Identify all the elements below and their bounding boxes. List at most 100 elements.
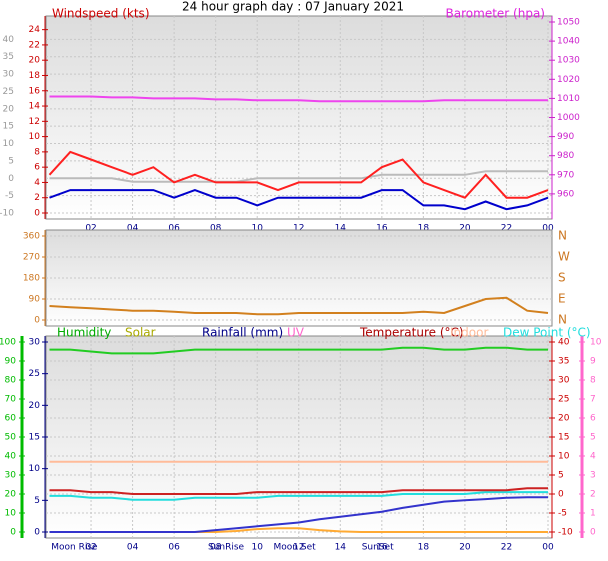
y-tick-label: 270 (23, 253, 40, 263)
y-tick-label: 20 (29, 401, 41, 411)
x-tick-label: 10 (251, 224, 263, 234)
y-tick-label: 18 (29, 71, 41, 81)
series-line (49, 487, 548, 495)
x-tick-label: 04 (127, 543, 139, 553)
annotation: SunSet (362, 543, 394, 553)
y-tick-label: 10 (29, 464, 41, 474)
x-tick-label: 22 (501, 543, 512, 553)
y-tick-label: 14 (29, 102, 41, 112)
y-tick-label: N (558, 229, 567, 243)
y-tick-label: 0 (8, 174, 14, 184)
x-tick-label: 00 (542, 224, 554, 234)
y-tick-label: 1 (590, 509, 596, 519)
y-tick-label: 10 (29, 132, 41, 142)
annotation: Moon Set (274, 543, 317, 553)
y-tick-label: 360 (23, 232, 40, 242)
x-tick-label: 10 (251, 543, 263, 553)
y-tick-label: 16 (29, 86, 41, 96)
legend-label: Humidity (57, 326, 111, 340)
y-tick-label: 30 (3, 70, 15, 80)
x-tick-label: 18 (418, 224, 430, 234)
x-tick-label: 12 (293, 543, 304, 553)
y-tick-label: 35 (558, 357, 569, 367)
y-tick-label: 30 (29, 338, 41, 348)
y-tick-label: E (558, 292, 566, 306)
y-tick-label: 15 (29, 433, 40, 443)
y-tick-label: 80 (5, 376, 17, 386)
series-line (49, 496, 548, 533)
y-tick-label: 0 (10, 528, 16, 538)
series-line (49, 296, 549, 316)
annotation: SunRise (208, 543, 245, 553)
series-line (49, 95, 548, 103)
y-tick-label: 2 (34, 193, 40, 203)
y-tick-label: 25 (29, 369, 40, 379)
y-tick-label: 2 (590, 490, 596, 500)
x-tick-label: 04 (127, 224, 139, 234)
y-tick-label: 1010 (557, 94, 580, 104)
y-tick-label: 970 (557, 170, 574, 180)
y-tick-label: 0 (34, 528, 40, 538)
legend-label: UV (287, 326, 305, 340)
y-tick-label: 0 (34, 316, 40, 326)
legend-label: Dew Point (°C) (503, 326, 591, 340)
x-tick-label: 20 (459, 224, 471, 234)
legend-label: Barometer (hpa) (446, 7, 545, 21)
series-line (49, 346, 548, 355)
y-tick-label: 20 (5, 490, 17, 500)
y-tick-label: 15 (3, 122, 14, 132)
y-tick-label: 8 (34, 147, 40, 157)
y-tick-label: 12 (29, 117, 40, 127)
y-tick-label: -10 (558, 528, 573, 538)
y-tick-label: 5 (558, 471, 564, 481)
y-tick-label: 100 (0, 338, 16, 348)
y-tick-label: 6 (590, 414, 596, 424)
y-tick-label: 5 (8, 156, 14, 166)
y-tick-label: 960 (557, 189, 574, 199)
legend-label: Indoor (450, 326, 488, 340)
x-tick-label: 14 (335, 543, 347, 553)
y-tick-label: 1020 (557, 75, 580, 85)
y-tick-label: 25 (3, 87, 14, 97)
y-tick-label: -5 (558, 509, 567, 519)
y-tick-label: 25 (558, 395, 569, 405)
y-tick-label: 3 (590, 471, 596, 481)
y-tick-label: N (558, 313, 567, 327)
y-tick-label: 10 (590, 338, 602, 348)
x-tick-label: 06 (168, 224, 180, 234)
y-tick-label: 20 (29, 56, 41, 66)
y-tick-label: 990 (557, 132, 574, 142)
y-tick-label: 8 (590, 376, 596, 386)
y-tick-label: 40 (5, 452, 17, 462)
y-tick-label: 980 (557, 151, 574, 161)
x-tick-label: 16 (376, 543, 388, 553)
y-tick-label: 7 (590, 395, 596, 405)
y-tick-label: 20 (558, 414, 570, 424)
x-tick-label: 02 (85, 543, 96, 553)
chart-title: 24 hour graph day : 07 January 2021 (182, 0, 404, 14)
y-tick-label: 40 (558, 338, 570, 348)
y-tick-label: 30 (5, 471, 17, 481)
legend-label: Temperature (°C) (359, 326, 464, 340)
y-tick-label: 10 (3, 139, 15, 149)
x-tick-label: 08 (210, 543, 222, 553)
y-tick-label: 60 (5, 414, 17, 424)
y-tick-label: -5 (5, 191, 14, 201)
y-tick-label: 0 (34, 209, 40, 219)
y-tick-label: 180 (23, 274, 40, 284)
y-tick-label: 5 (34, 496, 40, 506)
y-tick-label: -10 (0, 209, 14, 219)
y-tick-label: 15 (558, 433, 569, 443)
y-tick-label: 24 (29, 25, 41, 35)
y-tick-label: 1050 (557, 18, 580, 28)
annotation: Moon Rise (51, 543, 98, 553)
x-tick-label: 22 (501, 224, 512, 234)
y-tick-label: 90 (5, 357, 17, 367)
y-tick-label: 0 (558, 490, 564, 500)
y-tick-label: 22 (29, 40, 40, 50)
legend-label: Solar (125, 326, 156, 340)
y-tick-label: 5 (590, 433, 596, 443)
y-tick-label: 35 (3, 52, 14, 62)
x-tick-label: 14 (335, 224, 347, 234)
